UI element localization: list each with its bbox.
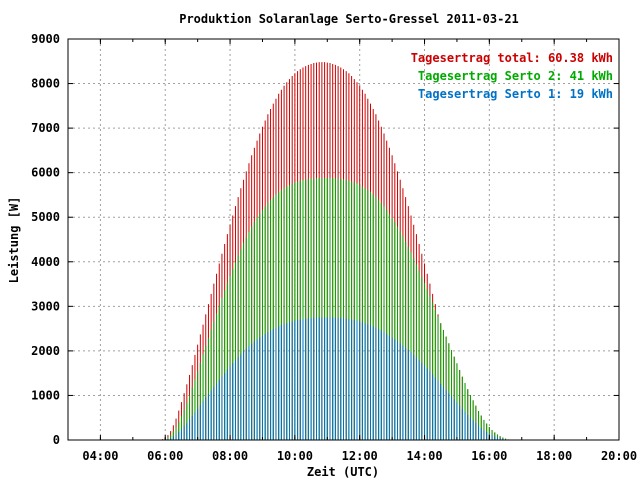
ticks-layer: 0 1000 2000 3000 4000 5000 6000 7000 8000 9000 04:… xyxy=(31,32,637,463)
x-tick-label: 10:00 xyxy=(277,449,313,463)
y-tick-label: 6000 xyxy=(31,166,60,180)
y-tick-label: 1000 xyxy=(31,388,60,402)
x-tick-label: 18:00 xyxy=(536,449,572,463)
y-tick-label: 5000 xyxy=(31,210,60,224)
x-tick-label: 14:00 xyxy=(406,449,442,463)
legend-entry-serto-1: Tagesertrag Serto 1: 19 kWh xyxy=(418,87,613,101)
x-tick-label: 20:00 xyxy=(601,449,637,463)
plot-frame xyxy=(67,38,620,441)
y-tick-label: 8000 xyxy=(31,77,60,91)
y-tick-label: 3000 xyxy=(31,299,60,313)
x-tick-label: 04:00 xyxy=(82,449,118,463)
bars-layer xyxy=(162,62,512,440)
y-tick-label: 0 xyxy=(53,433,60,447)
x-tick-label: 16:00 xyxy=(471,449,507,463)
y-axis-label: Leistung [W] xyxy=(7,197,21,284)
x-axis-label: Zeit (UTC) xyxy=(307,465,379,479)
x-tick-label: 08:00 xyxy=(212,449,248,463)
y-tick-label: 4000 xyxy=(31,255,60,269)
legend-entry-total: Tagesertrag total: 60.38 kWh xyxy=(411,51,613,65)
y-tick-label: 2000 xyxy=(31,344,60,358)
x-tick-label: 12:00 xyxy=(342,449,378,463)
legend-entry-serto-2: Tagesertrag Serto 2: 41 kWh xyxy=(418,69,613,83)
chart-title: Produktion Solaranlage Serto-Gressel 201… xyxy=(179,12,519,26)
legend: Tagesertrag total: 60.38 kWh Tagesertrag… xyxy=(411,51,613,101)
x-tick-label: 06:00 xyxy=(147,449,183,463)
y-tick-label: 9000 xyxy=(31,32,60,46)
y-tick-label: 7000 xyxy=(31,121,60,135)
